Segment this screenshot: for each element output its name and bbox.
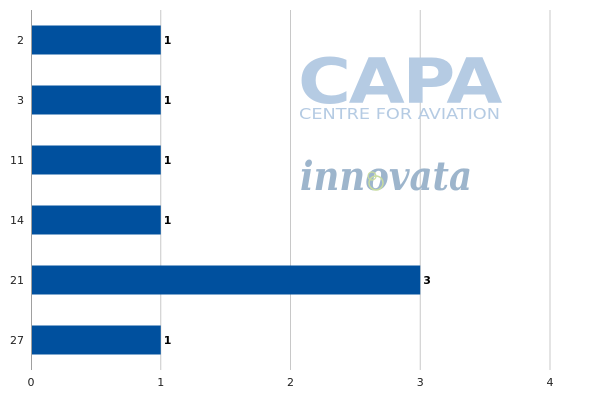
data-label-3: 1	[164, 94, 172, 107]
bar-14	[31, 205, 161, 235]
y-tick-label-21: 21	[10, 274, 24, 287]
bar-11	[31, 145, 161, 175]
bar-3	[31, 85, 161, 115]
watermark: CAPA CENTRE FOR AVIATION innovata	[298, 45, 504, 200]
bars	[31, 25, 421, 355]
data-label-11: 1	[164, 154, 172, 167]
bar-27	[31, 325, 161, 355]
x-tick-label-3: 3	[417, 376, 424, 389]
watermark-innovata-swirl-icon-inner	[367, 171, 377, 181]
watermark-innovata-logo: innovata	[300, 153, 472, 200]
data-label-14: 1	[164, 214, 172, 227]
x-tick-label-4: 4	[547, 376, 554, 389]
data-label-21: 3	[423, 274, 431, 287]
y-tick-label-14: 14	[10, 214, 24, 227]
x-tick-label-2: 2	[287, 376, 294, 389]
y-tick-label-27: 27	[10, 334, 24, 347]
bar-2	[31, 25, 161, 55]
bar-21	[31, 265, 421, 295]
data-label-2: 1	[164, 34, 172, 47]
x-tick-label-1: 1	[157, 376, 164, 389]
gridlines	[160, 10, 551, 370]
y-tick-label-11: 11	[10, 154, 24, 167]
watermark-capa-logo: CAPA	[298, 45, 502, 118]
y-tick-label-2: 2	[17, 34, 24, 47]
x-tick-label-0: 0	[28, 376, 35, 389]
data-label-27: 1	[164, 334, 172, 347]
y-tick-label-3: 3	[17, 94, 24, 107]
labels: 0 1 2 3 42 13 111 114 121 327 1	[10, 34, 554, 389]
watermark-capa-subtitle: CENTRE FOR AVIATION	[299, 105, 500, 123]
